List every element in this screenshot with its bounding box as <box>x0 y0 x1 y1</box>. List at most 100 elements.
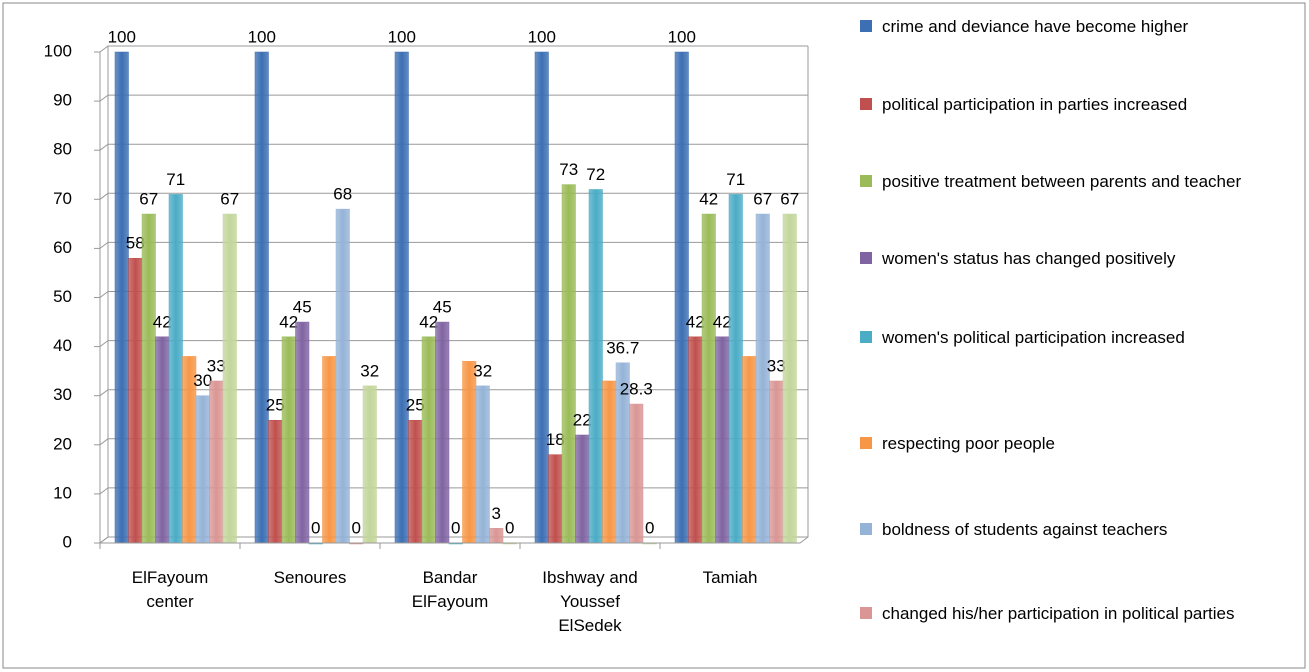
data-label: 73 <box>559 160 578 179</box>
data-label: 32 <box>360 361 379 380</box>
bar <box>728 194 743 544</box>
legend-item: crime and deviance have become higher <box>860 12 1302 41</box>
bar <box>701 213 716 544</box>
y-tick-label: 60 <box>53 238 72 257</box>
legend-label: changed his/her participation in politic… <box>882 604 1235 623</box>
x-tick-label: Senoures <box>273 568 347 587</box>
data-label: 45 <box>433 298 452 317</box>
data-label: 58 <box>126 234 145 253</box>
bar <box>421 336 436 544</box>
bar <box>394 51 409 544</box>
data-label: 30 <box>193 371 212 390</box>
x-tick-label: Tamiah <box>702 568 758 587</box>
y-tick-label: 10 <box>53 483 72 502</box>
data-label: 42 <box>419 312 438 331</box>
legend-label: women's status has changed positively <box>882 249 1176 268</box>
bar <box>588 189 603 544</box>
bar <box>534 51 549 544</box>
data-label: 67 <box>753 190 772 209</box>
data-label: 42 <box>699 190 718 209</box>
legend-item: positive treatment between parents and t… <box>860 167 1302 196</box>
grid-line <box>99 143 808 151</box>
y-tick-label: 0 <box>63 532 72 551</box>
data-label: 100 <box>528 27 556 46</box>
bar <box>335 208 350 544</box>
legend-label: positive treatment between parents and t… <box>882 172 1242 191</box>
y-tick-label: 40 <box>53 336 72 355</box>
data-label: 3 <box>492 504 501 523</box>
legend-item: respecting poor people <box>860 429 1302 458</box>
x-tick-label: ElFayoum center <box>131 568 209 611</box>
legend-item: boldness of students against teachers <box>860 515 1302 544</box>
legend-item: women's political participation increase… <box>860 323 1302 352</box>
data-label: 0 <box>505 518 514 537</box>
y-tick-label: 80 <box>53 140 72 159</box>
bar <box>674 51 689 544</box>
data-label: 0 <box>451 518 460 537</box>
data-label: 71 <box>166 170 185 189</box>
data-label: 100 <box>388 27 416 46</box>
data-label: 67 <box>139 190 158 209</box>
bar <box>548 454 563 544</box>
data-label: 67 <box>220 190 239 209</box>
bar <box>128 257 143 544</box>
x-tick-label: Bandar ElFayoum <box>411 568 489 611</box>
data-label: 42 <box>153 312 172 331</box>
legend-swatch <box>860 437 872 449</box>
data-label: 36.7 <box>606 338 639 357</box>
x-tick-label: Ibshway and Youssef ElSedek <box>542 568 638 635</box>
bar <box>141 213 156 544</box>
legend-item: women's status has changed positively <box>860 244 1302 273</box>
bar <box>195 395 210 544</box>
bar <box>769 380 784 544</box>
legend-swatch <box>860 523 872 535</box>
data-label: 33 <box>767 356 786 375</box>
y-tick-label: 70 <box>53 189 72 208</box>
data-label: 42 <box>713 312 732 331</box>
bar <box>575 434 590 544</box>
bar <box>475 385 490 544</box>
bar <box>489 528 504 544</box>
legend-label: women's political participation increase… <box>882 328 1185 347</box>
data-label: 0 <box>352 518 361 537</box>
data-label: 18 <box>546 430 565 449</box>
bar <box>715 336 730 544</box>
bar <box>602 380 617 544</box>
bar <box>462 361 477 544</box>
data-label: 25 <box>406 396 425 415</box>
data-label: 28.3 <box>620 380 653 399</box>
data-label: 32 <box>473 361 492 380</box>
bar <box>114 51 129 544</box>
y-tick-label: 30 <box>53 385 72 404</box>
bar <box>629 403 644 544</box>
bar <box>281 336 296 544</box>
legend-label: crime and deviance have become higher <box>882 17 1189 36</box>
bar <box>322 356 337 544</box>
data-label: 71 <box>726 170 745 189</box>
legend-swatch <box>860 252 872 264</box>
bar <box>782 213 797 544</box>
bar <box>155 336 170 544</box>
data-label: 67 <box>780 190 799 209</box>
grid-line <box>99 94 808 102</box>
legend-swatch <box>860 331 872 343</box>
bar <box>168 194 183 544</box>
grid-line <box>99 45 808 53</box>
legend-item: changed his/her participation in politic… <box>860 599 1302 628</box>
data-label: 42 <box>686 312 705 331</box>
bar <box>435 321 450 544</box>
data-label: 100 <box>248 27 276 46</box>
legend-item: political participation in parties incre… <box>860 90 1302 119</box>
bar <box>254 51 269 544</box>
legend-label: political participation in parties incre… <box>882 95 1188 114</box>
bar <box>688 336 703 544</box>
legend-swatch <box>860 20 872 32</box>
data-label: 22 <box>573 410 592 429</box>
legend-swatch <box>860 98 872 110</box>
data-label: 45 <box>293 298 312 317</box>
data-label: 72 <box>586 165 605 184</box>
data-label: 68 <box>333 185 352 204</box>
y-tick-label: 50 <box>53 287 72 306</box>
